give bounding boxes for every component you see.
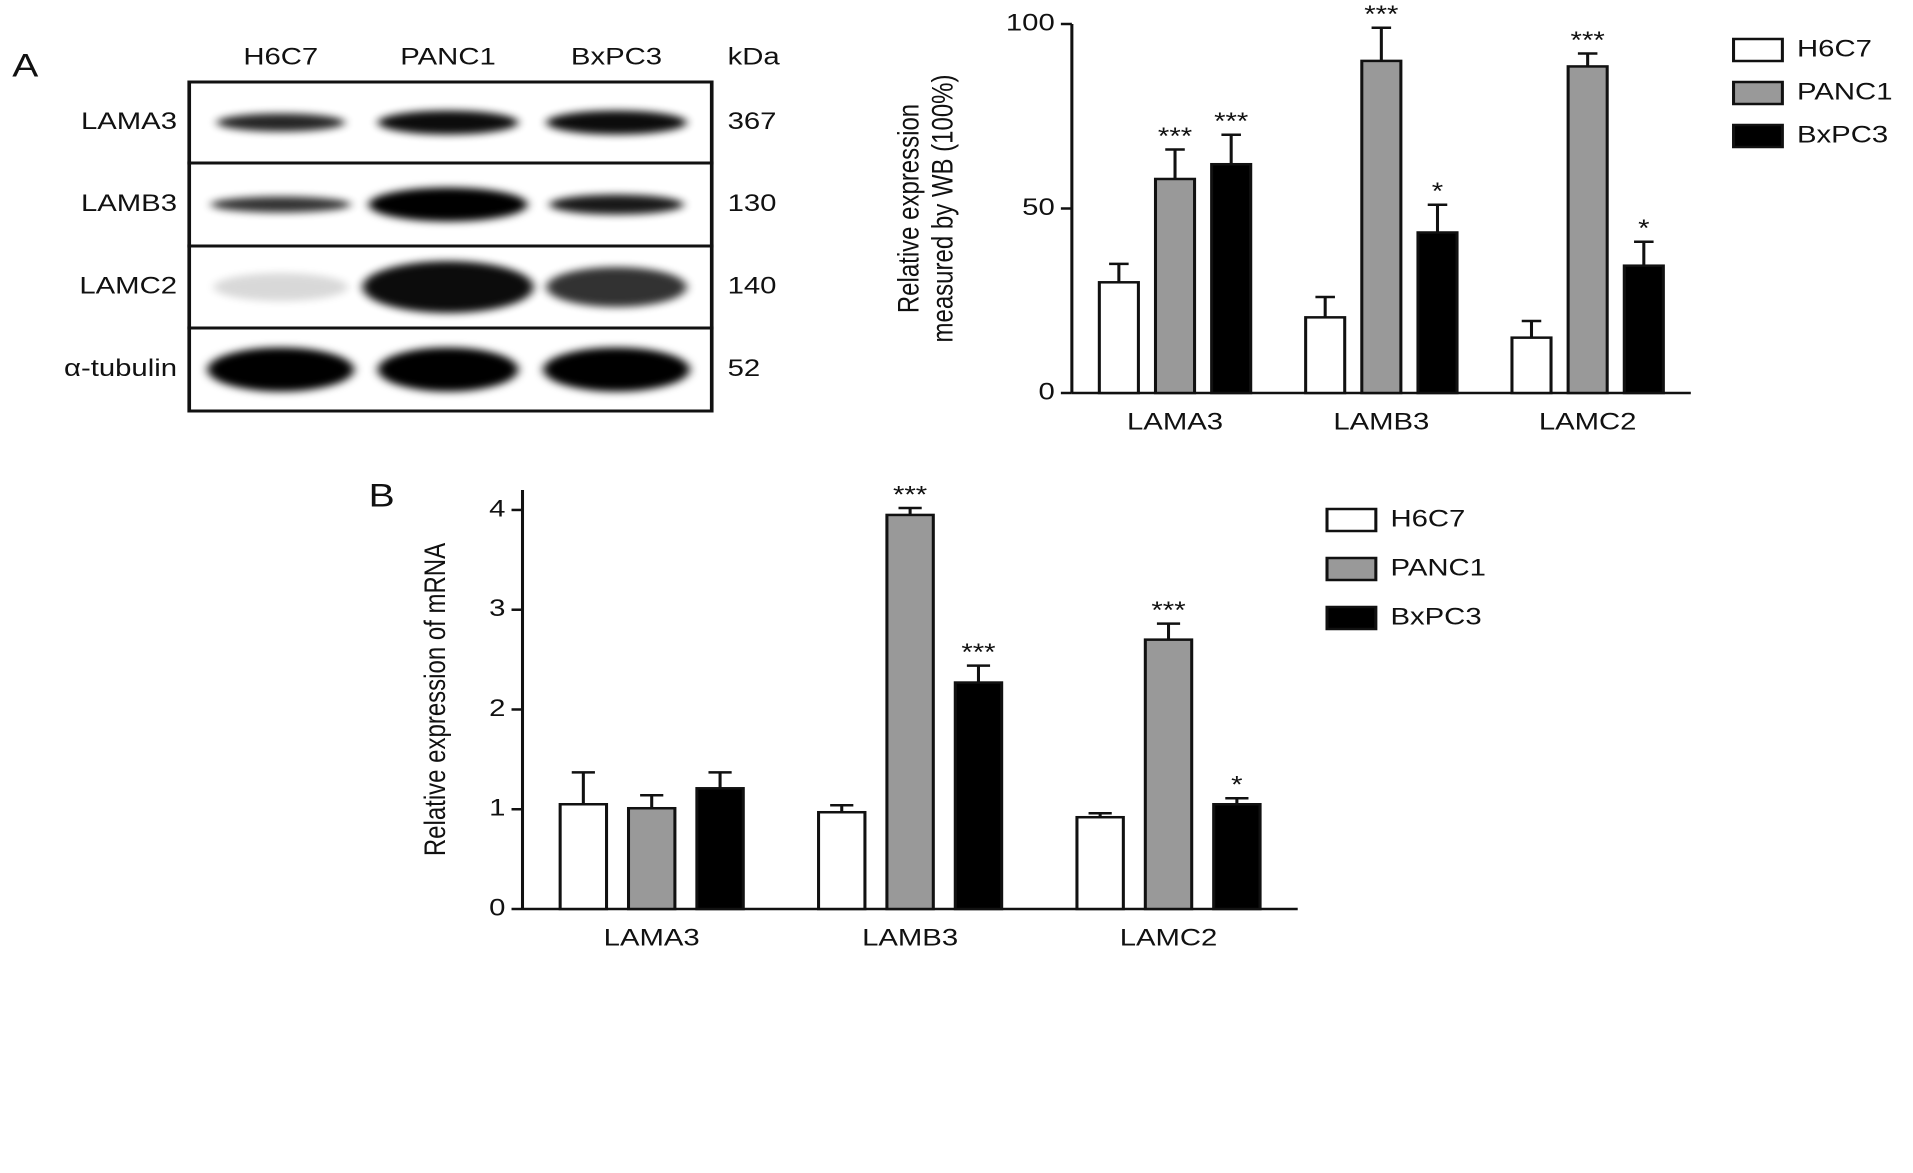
bar [695,787,745,911]
significance: *** [893,481,927,508]
significance: * [1638,215,1649,242]
legend-label: BxPC3 [1390,603,1481,630]
band [549,194,684,215]
x-tick-label: LAMA3 [1127,408,1223,435]
x-tick-label: LAMC2 [1120,924,1218,951]
bar [1212,803,1262,911]
bar [1075,815,1125,911]
y-tick-label: 1 [489,794,505,821]
size-header: kDa [728,43,780,70]
legend-swatch [1325,507,1378,533]
size-label: 140 [728,272,777,299]
size-label: 130 [728,189,777,216]
bar [1210,162,1253,395]
significance: * [1231,771,1242,798]
legend-swatch [1325,556,1378,582]
band [210,196,351,213]
y-tick-label: 3 [489,595,505,622]
lane-label: PANC1 [400,43,495,70]
y-axis-title: measured by WB (100%) [926,75,959,343]
bar [558,803,609,911]
legend-label: H6C7 [1390,505,1465,532]
bar [1510,336,1553,395]
significance: * [1432,178,1443,205]
band [368,187,528,222]
bar [1153,177,1197,395]
legend-label: BxPC3 [1797,121,1888,148]
y-tick-label: 0 [1038,378,1054,405]
y-tick-label: 0 [489,894,505,921]
legend-swatch [1732,80,1784,106]
significance: *** [1214,108,1248,135]
legend-swatch [1325,605,1378,631]
y-tick-label: 100 [1006,9,1055,36]
bar [1622,264,1665,395]
bar [626,806,677,911]
y-tick-label: 2 [489,694,505,721]
bar [1304,316,1347,395]
size-label: 52 [728,354,761,381]
lane-label: H6C7 [243,43,318,70]
significance: *** [961,638,995,665]
bar [817,810,867,911]
panel-label: B [369,478,395,514]
bar [1143,638,1194,911]
significance: *** [1158,122,1192,149]
band [213,273,348,301]
bar [1566,65,1609,395]
band [546,110,687,135]
y-tick-label: 4 [489,495,505,522]
legend-swatch [1732,37,1784,63]
band [377,347,519,392]
legend-label: H6C7 [1797,35,1872,62]
band [543,347,690,392]
y-axis-title: Relative expression of mRNA [419,543,452,856]
x-tick-label: LAMB3 [862,924,958,951]
band [207,347,355,392]
bar [1360,59,1403,395]
legend-swatch [1732,123,1784,149]
x-tick-label: LAMA3 [604,924,700,951]
band [377,110,519,135]
bar [885,513,935,911]
protein-label: LAMA3 [81,107,177,134]
bar [953,681,1004,911]
protein-label: LAMC2 [79,272,177,299]
band [216,113,345,132]
y-axis-title: Relative expression [892,104,925,313]
significance: *** [1364,1,1398,28]
x-tick-label: LAMC2 [1539,408,1637,435]
x-tick-label: LAMB3 [1333,408,1429,435]
protein-label: α-tubulin [64,354,177,381]
y-tick-label: 50 [1022,193,1055,220]
bar [1097,281,1140,395]
band [362,261,534,313]
lane-label: BxPC3 [571,43,662,70]
band [546,267,687,307]
protein-label: LAMB3 [81,189,177,216]
panel-label: A [12,48,38,84]
legend-label: PANC1 [1390,554,1485,581]
legend-label: PANC1 [1797,78,1892,105]
significance: *** [1571,26,1605,53]
bar [1416,231,1459,395]
size-label: 367 [728,107,777,134]
significance: *** [1151,597,1185,624]
